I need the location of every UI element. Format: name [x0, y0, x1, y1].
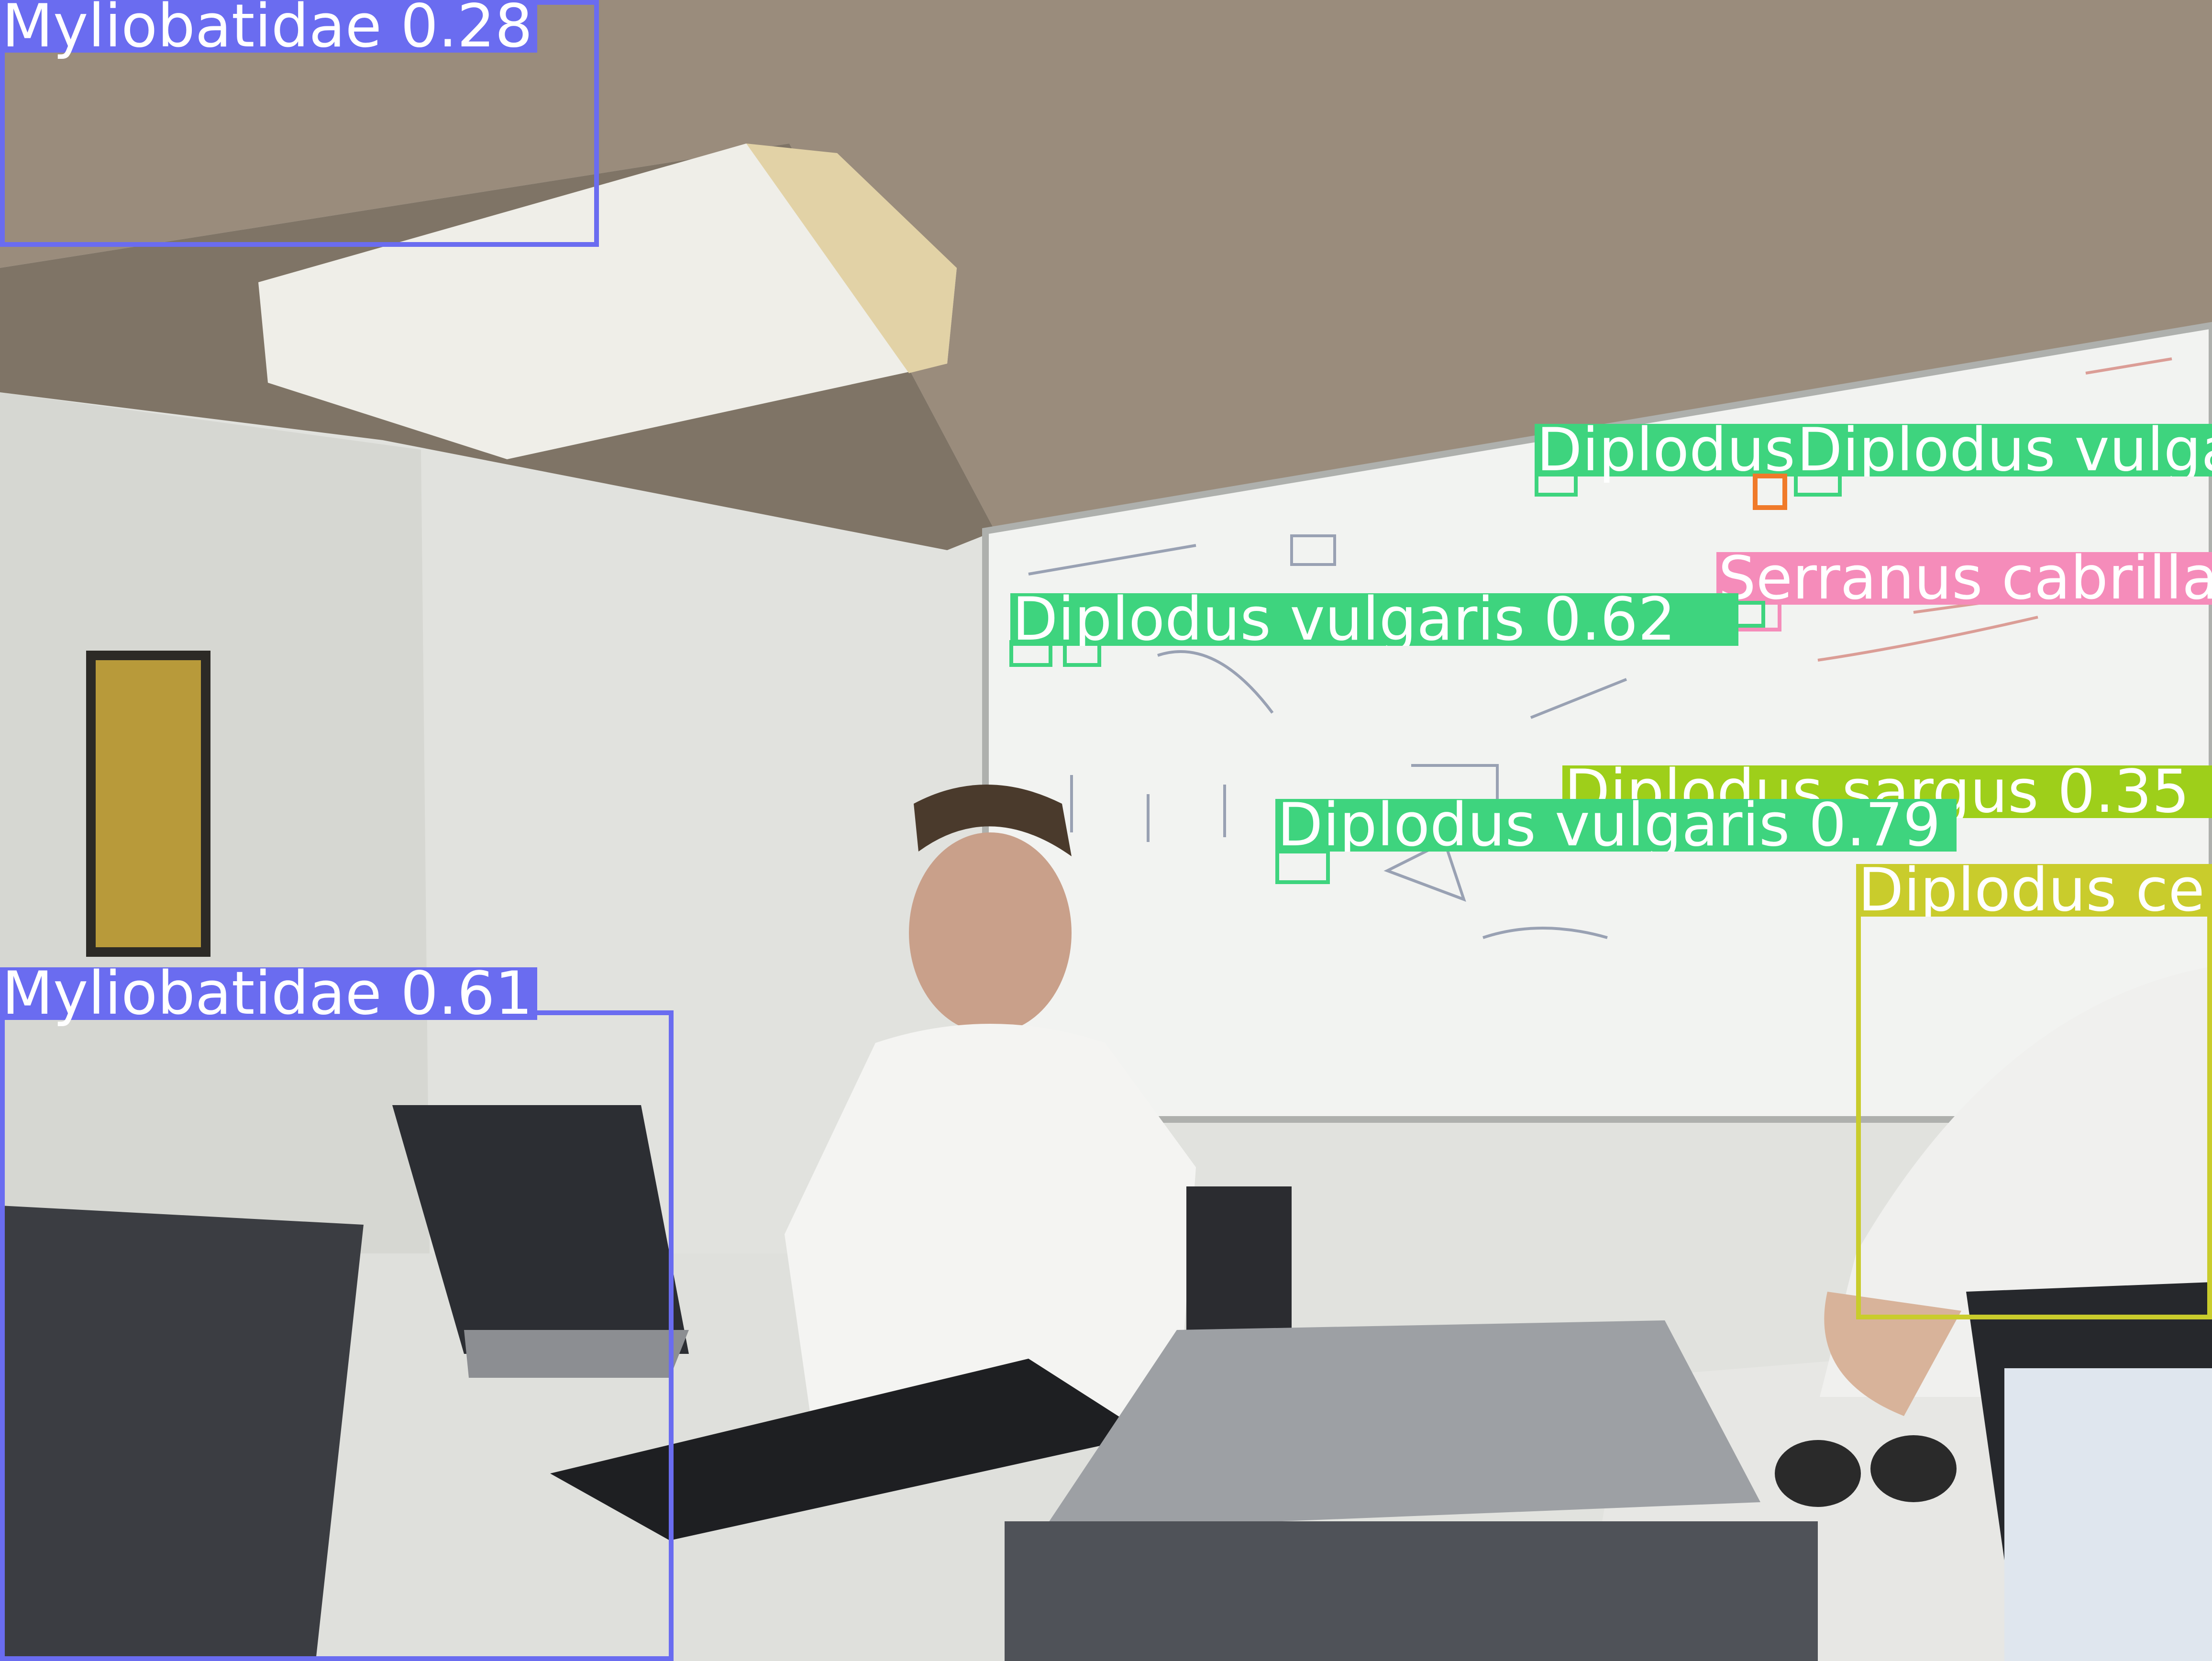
- grey-device: [1043, 1320, 1760, 1531]
- detection-label-diplodus-yellow: Diplodus ce: [1856, 864, 2212, 917]
- laptop-center-screen: [392, 1105, 689, 1354]
- detection-box-myliobatidae-bottom: [0, 1010, 674, 1661]
- poster: [96, 660, 201, 947]
- detection-label-diplodus-vulgaris-079: Diplodus vulgaris 0.79: [1275, 799, 1957, 852]
- detection-label-myliobatidae-top: Myliobatidae 0.28: [0, 0, 538, 56]
- detection-box-orange-small: [1753, 474, 1787, 510]
- laptop-left: [0, 1206, 364, 1661]
- air-conditioner-side: [746, 144, 957, 373]
- left-wall: [0, 392, 431, 1340]
- detection-label-myliobatidae-bottom: Myliobatidae 0.61: [0, 964, 538, 1023]
- detection-label-diplodus-vulgaris-062: Diplodus vulgaris 0.62: [1010, 593, 1738, 646]
- detection-box-diplodus-vulgaris-079: [1275, 850, 1330, 884]
- black-laptop: [550, 1359, 1148, 1540]
- right-person-arm: [1824, 1292, 1961, 1416]
- detection-box-diplodus-yellow: [1856, 908, 2212, 1319]
- detection-label-diplodus-vulgaris-top: Diplodus vulgaris: [1795, 424, 2212, 476]
- laptop-center-base: [464, 1330, 689, 1378]
- detection-label-serranus: Serranus cabrilla: [1716, 552, 2212, 605]
- monitor-right-screen: [2004, 1368, 2212, 1661]
- detection-label-diplodus: Diplodus: [1535, 421, 1800, 480]
- sunglasses-right: [1870, 1435, 1957, 1502]
- ceiling: [0, 0, 2212, 531]
- sunglasses-left: [1775, 1440, 1861, 1507]
- air-conditioner: [258, 144, 957, 459]
- person-hair: [914, 785, 1072, 856]
- person-head: [909, 832, 1072, 1033]
- person-shirt: [785, 1024, 1196, 1435]
- chair: [1186, 1186, 1292, 1330]
- multimeter: [1005, 1521, 1818, 1661]
